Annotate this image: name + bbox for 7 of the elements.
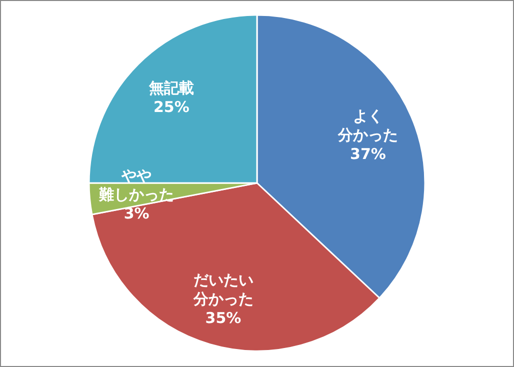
slice-label: だいたい分かった <box>192 271 254 308</box>
slice-label: 無記載 <box>148 78 194 97</box>
data-label: 35% <box>205 309 242 328</box>
slice-label: よく分かった <box>337 106 398 144</box>
data-label: 25% <box>154 98 190 116</box>
data-label: 3% <box>124 204 150 222</box>
data-label: 37% <box>350 144 386 163</box>
